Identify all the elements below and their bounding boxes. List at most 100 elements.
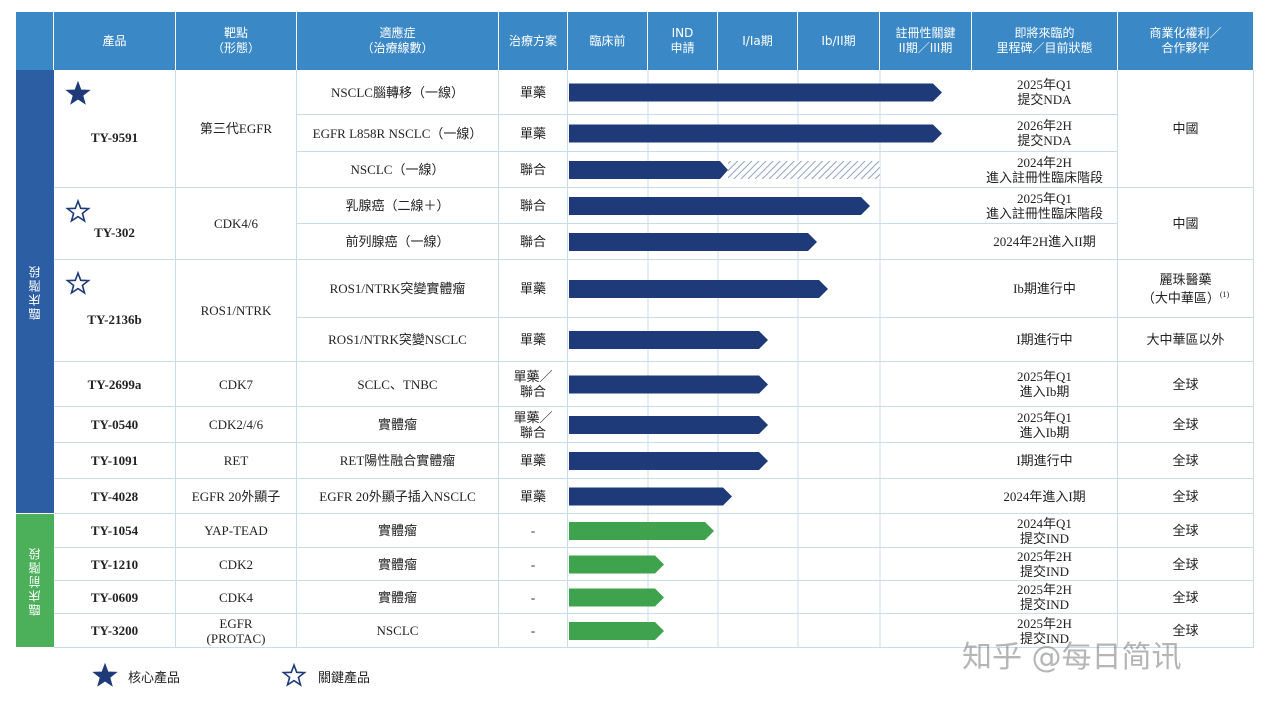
text: ROS1/NTRK突變NSCLC xyxy=(328,332,467,347)
header-cell: 產品 xyxy=(54,12,176,70)
text-line: 聯合 xyxy=(519,384,546,399)
text-line: 大中華區以外 xyxy=(1146,332,1225,347)
text-line: 申請 xyxy=(670,41,695,55)
text-line: EGFR xyxy=(219,615,253,631)
progress-bar xyxy=(569,331,768,349)
stage-cell xyxy=(568,479,972,514)
indication-cell: SCLC、TNBC xyxy=(297,362,499,407)
text-line: 單藥／ xyxy=(513,369,553,384)
text-line: 2025年Q1 xyxy=(1017,369,1072,384)
product-cell: TY-4028 xyxy=(54,479,176,514)
progress-bar xyxy=(569,452,768,470)
text-line: 2025年Q1 xyxy=(1017,77,1072,92)
text: 實體瘤 xyxy=(377,523,417,538)
text-line: 單藥 xyxy=(519,453,546,468)
text-line: 全球 xyxy=(1172,488,1199,504)
progress-bar xyxy=(569,124,942,143)
regimen-cell: 聯合 xyxy=(499,188,568,224)
regimen-cell: 單藥／ 聯合 xyxy=(499,407,568,443)
target-cell: CDK4/6 xyxy=(176,188,297,260)
text-line: 2025年2H xyxy=(1017,549,1072,564)
stage-cell xyxy=(568,152,972,188)
text-line: - xyxy=(530,556,536,572)
text-line: 2025年2H xyxy=(1017,582,1072,597)
text-line: 單藥 xyxy=(519,332,546,347)
milestone-cell: 2024年2H 進入註冊性臨床階段 xyxy=(972,152,1118,188)
text-line: CDK2 xyxy=(219,556,253,572)
text-line: 適應症 xyxy=(379,26,416,40)
header-cell: 靶點 （形態） xyxy=(176,12,297,70)
commercial-cell: 全球 xyxy=(1118,614,1254,648)
text-line: 進入Ib期 xyxy=(1019,384,1070,399)
text: NSCLC（一線） xyxy=(350,162,445,177)
text: ROS1/NTRK突變實體瘤 xyxy=(329,281,466,296)
text-line: ROS1/NTRK xyxy=(200,303,272,318)
text-line: - xyxy=(530,523,536,538)
star-filled xyxy=(92,662,118,687)
product-name: TY-0609 xyxy=(90,589,139,605)
text-line: 全球 xyxy=(1172,376,1199,392)
milestone-cell: 2025年Q1 進入Ib期 xyxy=(972,362,1118,407)
text-line: 即將來臨的 xyxy=(1014,26,1075,40)
indication-cell: 實體瘤 xyxy=(297,548,499,581)
product-name: TY-3200 xyxy=(90,623,139,638)
stage-cell xyxy=(568,407,972,443)
text-line: I期進行中 xyxy=(1016,332,1073,347)
milestone-cell: 2024年Q1 提交IND xyxy=(972,514,1118,548)
progress-bar xyxy=(569,487,732,506)
stage-cell xyxy=(568,581,972,614)
header-cell: I/Ia期 xyxy=(718,12,798,70)
progress-bar xyxy=(569,416,768,434)
regimen-cell: - xyxy=(499,581,568,614)
text-line: 治療方案 xyxy=(508,33,557,48)
text-line: 臨床前 xyxy=(589,33,626,48)
text-line: - xyxy=(530,589,536,605)
regimen-cell: 單藥 xyxy=(499,115,568,152)
product-name: TY-9591 xyxy=(90,130,139,145)
product-name: TY-2136b xyxy=(87,312,142,327)
target-cell: EGFR 20外顯子 xyxy=(176,479,297,514)
text: 實體瘤 xyxy=(377,589,417,605)
text-line: 2024年Q1 xyxy=(1017,515,1072,531)
indication-cell: EGFR 20外顯子插入NSCLC xyxy=(297,479,499,514)
star-filled xyxy=(65,80,91,105)
star-outline xyxy=(281,662,307,687)
product-cell: TY-2136b xyxy=(54,260,176,362)
product-cell: TY-3200 xyxy=(54,614,176,648)
stage-cell xyxy=(568,318,972,362)
indication-cell: NSCLC xyxy=(297,614,499,648)
stage-cell xyxy=(568,70,972,115)
text-line: 註冊性關鍵 xyxy=(895,26,956,40)
text-line: (PROTAC) xyxy=(206,630,266,646)
text-line: （治療線數） xyxy=(361,41,434,55)
text-line: 全球 xyxy=(1172,417,1199,432)
product-cell: TY-1210 xyxy=(54,548,176,581)
commercial-cell: 全球 xyxy=(1118,514,1254,548)
milestone-cell: 2025年Q1 進入註冊性臨床階段 xyxy=(972,188,1118,224)
text-line: 靶點 xyxy=(223,26,248,40)
text-line: 聯合 xyxy=(519,198,546,213)
text: 乳腺癌（二線＋） xyxy=(345,198,450,213)
text-line: 2024年2H xyxy=(1017,154,1072,170)
stage-cell xyxy=(568,260,972,318)
header-cell: Ib/II期 xyxy=(798,12,880,70)
milestone-cell: 2025年2H 提交IND xyxy=(972,581,1118,614)
text-line: 提交IND xyxy=(1019,630,1070,646)
product-cell: TY-0540 xyxy=(54,407,176,443)
product-cell: TY-1091 xyxy=(54,443,176,479)
text-line: 進入註冊性臨床階段 xyxy=(985,169,1103,185)
group-label: 臨床前階段 xyxy=(16,514,54,648)
text-line: 中國 xyxy=(1172,121,1199,136)
target-cell: CDK2 xyxy=(176,548,297,581)
stage-cell xyxy=(568,362,972,407)
text: NSCLC腦轉移（一線） xyxy=(331,84,464,100)
text-line: 2024年進入I期 xyxy=(1003,488,1086,504)
text-line: 全球 xyxy=(1172,453,1199,468)
text: EGFR 20外顯子插入NSCLC xyxy=(319,488,476,504)
text-line: 進入註冊性臨床階段 xyxy=(985,205,1103,221)
header-cell: 臨床前 xyxy=(568,12,648,70)
regimen-cell: 單藥 xyxy=(499,479,568,514)
header-cell: 治療方案 xyxy=(499,12,568,70)
target-cell: YAP-TEAD xyxy=(176,514,297,548)
